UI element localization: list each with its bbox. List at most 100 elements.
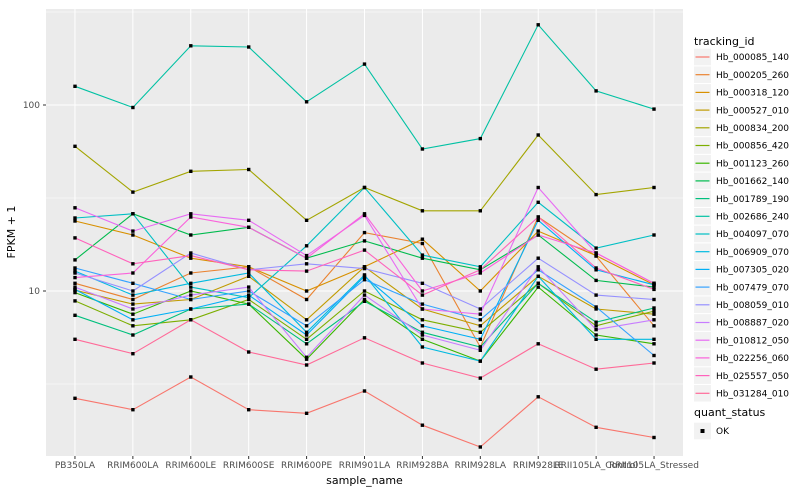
legend-item: Hb_001662_140 — [694, 172, 789, 190]
data-point — [131, 297, 135, 302]
data-point — [131, 324, 135, 328]
data-point — [478, 348, 482, 352]
data-point — [247, 167, 251, 172]
legend-item: Hb_001789_190 — [694, 190, 789, 207]
data-point — [304, 289, 309, 293]
legend-item: Hb_000318_120 — [694, 84, 789, 101]
x-axis-title: sample_name — [326, 474, 403, 487]
data-point — [131, 293, 135, 297]
data-point — [362, 265, 367, 269]
legend-label: Hb_007479_070 — [716, 283, 789, 293]
legend-label: Hb_000856_420 — [716, 142, 789, 152]
x-axis-tick-labels: PB350LA RRIM600LA RRIM600LE RRIM600SE RRIM60… — [55, 461, 699, 471]
data-point — [478, 312, 482, 316]
data-point — [594, 320, 598, 324]
data-point — [189, 297, 193, 302]
data-point — [420, 361, 425, 365]
legend-item: Hb_031284_010 — [694, 385, 789, 402]
data-point — [304, 218, 309, 222]
legend-item: Hb_022256_060 — [694, 349, 789, 367]
data-point — [304, 256, 309, 260]
legend-item: Hb_001123_260 — [694, 154, 789, 172]
data-point — [478, 307, 482, 311]
data-point — [420, 241, 425, 246]
data-point — [189, 169, 193, 173]
data-point — [73, 219, 77, 223]
legend-label: OK — [716, 427, 730, 437]
data-point — [362, 239, 367, 243]
data-point — [420, 293, 425, 297]
data-point — [420, 209, 425, 213]
data-point — [362, 297, 367, 302]
data-point — [73, 269, 77, 273]
data-point — [131, 281, 135, 285]
data-point — [304, 357, 309, 361]
data-point — [594, 337, 598, 341]
data-point — [478, 359, 482, 363]
data-point — [362, 299, 367, 303]
data-point — [304, 269, 309, 273]
legend-item: Hb_002686_240 — [694, 208, 789, 225]
data-point — [478, 330, 482, 334]
x-tick-label: RRIM600LE — [165, 461, 216, 471]
legend-item: Hb_010812_050 — [694, 331, 789, 349]
data-point — [536, 23, 540, 27]
legend: tracking_id Hb_000085_140Hb_000205_260Hb… — [694, 35, 789, 440]
data-point — [73, 396, 77, 400]
y-axis-tick-labels: 10 100 — [23, 101, 40, 297]
legend-label: Hb_000318_120 — [716, 89, 789, 99]
data-point — [73, 206, 77, 210]
data-point — [131, 302, 135, 306]
data-point — [73, 271, 77, 275]
data-point — [478, 289, 482, 293]
data-point — [304, 244, 309, 248]
data-point — [247, 296, 251, 300]
data-point — [131, 212, 135, 216]
data-point — [478, 268, 482, 272]
data-point — [131, 262, 135, 266]
data-point — [652, 285, 656, 289]
data-point — [594, 367, 598, 371]
data-point — [652, 361, 656, 365]
data-point — [536, 274, 540, 278]
data-point — [594, 89, 598, 93]
legend-label: Hb_001662_140 — [716, 177, 789, 187]
data-point — [536, 395, 540, 399]
data-point — [362, 293, 367, 297]
legend-label: Hb_000085_140 — [716, 53, 789, 63]
legend-label: Hb_022256_060 — [716, 354, 789, 364]
legend2-items: OK — [694, 422, 730, 440]
data-point — [131, 229, 135, 233]
data-point — [304, 330, 309, 334]
x-tick-label: RRIM928LA — [455, 461, 507, 471]
data-point — [420, 345, 425, 349]
data-point — [73, 266, 77, 270]
data-point — [594, 251, 598, 255]
x-tick-label: RRIM600LA — [107, 461, 159, 471]
legend-label: Hb_004097_070 — [716, 230, 789, 240]
data-point — [362, 274, 367, 278]
data-point — [594, 333, 598, 337]
data-point — [304, 253, 309, 258]
data-point — [247, 271, 251, 275]
data-point — [536, 200, 540, 204]
data-point — [478, 445, 482, 449]
data-point — [131, 233, 135, 237]
data-point — [536, 342, 540, 346]
data-point — [478, 271, 482, 275]
data-point — [420, 289, 425, 293]
data-point — [594, 246, 598, 250]
data-point — [362, 212, 367, 216]
y-axis-title: FPKM + 1 — [5, 206, 18, 259]
data-point — [594, 305, 598, 309]
data-point — [73, 84, 77, 88]
data-point — [73, 258, 77, 262]
data-point — [420, 302, 425, 306]
data-point — [189, 233, 193, 237]
legend-item: Hb_006909_070 — [694, 243, 789, 260]
data-point — [420, 253, 425, 257]
data-point — [131, 105, 135, 110]
data-point — [189, 251, 193, 255]
